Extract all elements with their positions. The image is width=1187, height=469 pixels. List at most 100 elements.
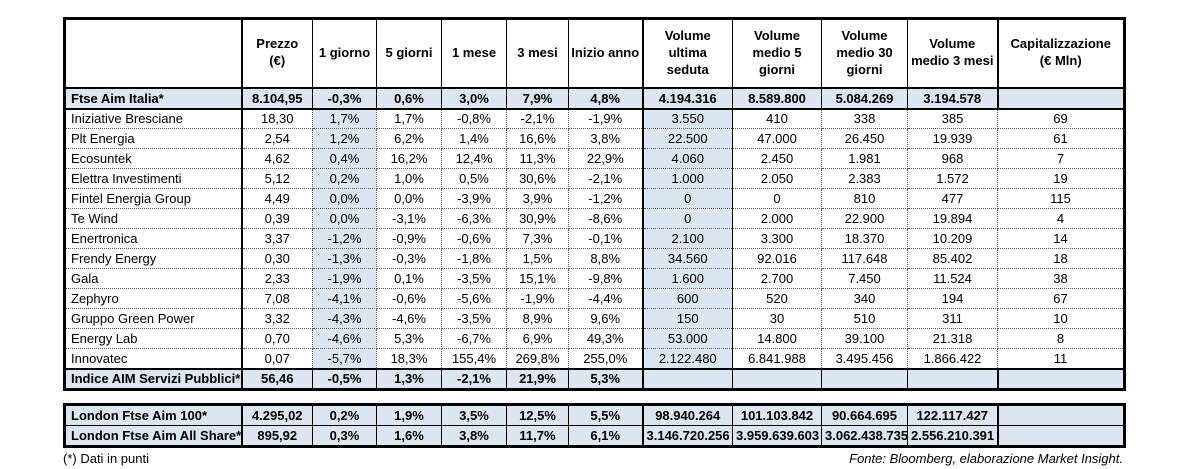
value-cell: -1,3% xyxy=(312,248,377,269)
value-cell: 2.100 xyxy=(642,228,733,249)
value-cell: 1,0% xyxy=(376,168,442,189)
value-cell: 5,5% xyxy=(568,404,644,426)
value-cell: -0,6% xyxy=(376,288,442,309)
value-cell: 30,9% xyxy=(506,208,569,229)
value-cell: 8 xyxy=(997,328,1125,349)
value-cell: 3,0% xyxy=(441,86,507,110)
value-cell: -0,6% xyxy=(441,228,507,249)
value-cell: 7 xyxy=(997,148,1125,169)
value-cell: 0 xyxy=(732,188,822,209)
table-row: London Ftse Aim All Share* 895,92 0,3% 1,6%… xyxy=(64,425,1125,447)
value-cell: 3,8% xyxy=(568,128,644,149)
value-cell: 2.383 xyxy=(821,168,908,189)
row-label-cell: London Ftse Aim 100* xyxy=(64,404,243,426)
value-cell: 10 xyxy=(997,308,1125,329)
value-cell: 2.000 xyxy=(732,208,822,229)
value-cell: 0,0% xyxy=(376,188,442,209)
value-cell: 255,0% xyxy=(568,348,644,369)
column-header: 3 mesi xyxy=(506,18,569,89)
london-aim-table: London Ftse Aim 100* 4.295,02 0,2% 1,9% 3,5%… xyxy=(63,403,1126,448)
value-cell: -0,3% xyxy=(312,86,377,110)
value-cell: 6,2% xyxy=(376,128,442,149)
value-cell: 0,0% xyxy=(312,208,377,229)
value-cell: 510 xyxy=(821,308,908,329)
source-note: Fonte: Bloomberg, elaborazione Market In… xyxy=(849,451,1123,466)
value-cell: 8.589.800 xyxy=(732,86,822,110)
value-cell: 477 xyxy=(907,188,998,209)
value-cell: -3,9% xyxy=(441,188,507,209)
value-cell: 2.050 xyxy=(732,168,822,189)
row-label-cell: Plt Energia xyxy=(64,128,243,149)
value-cell: 0,6% xyxy=(376,86,442,110)
column-header: 5 giorni xyxy=(376,18,442,89)
value-cell: 410 xyxy=(732,108,822,129)
value-cell: 3,8% xyxy=(441,425,507,447)
value-cell: 0,39 xyxy=(241,208,313,229)
value-cell: 16,6% xyxy=(506,128,569,149)
value-cell: 1.600 xyxy=(642,268,733,289)
value-cell: 1,3% xyxy=(376,367,442,391)
value-cell: 47.000 xyxy=(732,128,822,149)
value-cell: 122.117.427 xyxy=(907,404,999,426)
value-cell: 92.016 xyxy=(732,248,822,269)
value-cell: 7,08 xyxy=(241,288,313,309)
value-cell: 1,4% xyxy=(441,128,507,149)
table-row: Elettra Investimenti 5,12 0,2% 1,0% 0,5% 30,6… xyxy=(64,168,1125,189)
value-cell xyxy=(821,367,908,391)
value-cell: 385 xyxy=(907,108,998,129)
value-cell: 30,6% xyxy=(506,168,569,189)
value-cell: 115 xyxy=(997,188,1125,209)
value-cell: -5,6% xyxy=(441,288,507,309)
value-cell: -4,6% xyxy=(312,328,377,349)
value-cell: -8,6% xyxy=(568,208,644,229)
value-cell: 7,3% xyxy=(506,228,569,249)
value-cell: 6.841.988 xyxy=(732,348,822,369)
column-header: Volume medio 30 giorni xyxy=(821,18,908,89)
value-cell: 520 xyxy=(732,288,822,309)
value-cell: 3,32 xyxy=(241,308,313,329)
value-cell: -1,8% xyxy=(441,248,507,269)
value-cell: 1.981 xyxy=(821,148,908,169)
value-cell: -6,7% xyxy=(441,328,507,349)
value-cell: -1,9% xyxy=(506,288,569,309)
value-cell: 2,54 xyxy=(241,128,313,149)
value-cell: 1,9% xyxy=(376,404,442,426)
value-cell: 117.648 xyxy=(821,248,908,269)
row-label-cell: Ftse Aim Italia* xyxy=(64,86,243,110)
value-cell: 85.402 xyxy=(907,248,998,269)
column-header: Volume medio 5 giorni xyxy=(732,18,822,89)
value-cell: 2.450 xyxy=(732,148,822,169)
column-header: Volume medio 3 mesi xyxy=(907,18,999,89)
value-cell: 3.959.639.603 xyxy=(732,425,822,447)
value-cell: 49,3% xyxy=(568,328,644,349)
value-cell: -4,3% xyxy=(312,308,377,329)
value-cell: 11.524 xyxy=(907,268,998,289)
value-cell: 5,3% xyxy=(376,328,442,349)
value-cell: -5,7% xyxy=(312,348,377,369)
table-row: Fintel Energia Group 4,49 0,0% 0,0% -3,9% 3,9… xyxy=(64,188,1125,209)
row-label-cell: Frendy Energy xyxy=(64,248,243,269)
value-cell: 0,1% xyxy=(376,268,442,289)
value-cell: -0,5% xyxy=(312,367,377,391)
value-cell: 90.664.695 xyxy=(821,404,908,426)
column-header: 1 mese xyxy=(441,18,507,89)
value-cell: -3,1% xyxy=(376,208,442,229)
column-header xyxy=(64,18,243,89)
table-gap xyxy=(63,391,1123,403)
value-cell: -1,9% xyxy=(312,268,377,289)
value-cell: 0,07 xyxy=(241,348,313,369)
value-cell: 21,9% xyxy=(506,367,569,391)
aim-italia-table: Prezzo (€) 1 giorno 5 giorni 1 mese 3 mesi In… xyxy=(63,17,1126,391)
value-cell: 0,2% xyxy=(312,168,377,189)
value-cell: 0,30 xyxy=(241,248,313,269)
value-cell: 0,4% xyxy=(312,148,377,169)
value-cell: 810 xyxy=(821,188,908,209)
table-row: London Ftse Aim 100* 4.295,02 0,2% 1,9% 3,5%… xyxy=(64,404,1125,426)
table-row: Zephyro 7,08 -4,1% -0,6% -5,6% -1,9% -4,4% 600 5… xyxy=(64,288,1125,309)
value-cell: 7.450 xyxy=(821,268,908,289)
value-cell: 18,3% xyxy=(376,348,442,369)
value-cell: 1,6% xyxy=(376,425,442,447)
value-cell: 4,8% xyxy=(568,86,644,110)
value-cell: 67 xyxy=(997,288,1125,309)
row-label-cell: Iniziative Bresciane xyxy=(64,108,243,129)
